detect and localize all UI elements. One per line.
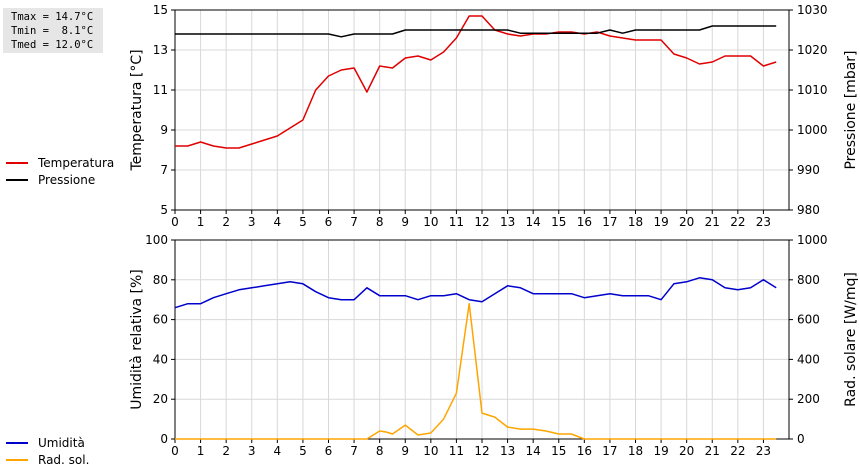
legend-item-umidita: Umidità [6,434,89,451]
bottom-xtick-label-2: 2 [222,444,230,458]
top-xtick-label-9: 9 [401,215,409,229]
top-y2tick-label-990: 990 [797,163,820,177]
legend-label-umidita: Umidità [38,435,85,450]
bottom-xtick-label-6: 6 [325,444,333,458]
top-y2tick-label-1000: 1000 [797,123,828,137]
top-xtick-label-4: 4 [274,215,282,229]
top-xtick-label-12: 12 [474,215,489,229]
series-line-temperatura [175,15,777,149]
top-xtick-label-15: 15 [551,215,566,229]
top-xtick-label-16: 16 [577,215,592,229]
top-xtick-label-0: 0 [171,215,179,229]
legend-item-pressione: Pressione [6,171,114,188]
legend-item-temperatura: Temperatura [6,154,114,171]
bottom-xtick-label-19: 19 [653,444,668,458]
bottom-plot-frame [174,239,790,440]
bottom-xtick-label-8: 8 [376,444,384,458]
bottom-xtick-label-9: 9 [401,444,409,458]
top-xtick-label-22: 22 [730,215,745,229]
bottom-xtick-label-17: 17 [602,444,617,458]
top-xtick-label-17: 17 [602,215,617,229]
top-y2tick-label-1010: 1010 [797,83,828,97]
top-y2label: Pressione [mbar] [843,50,859,169]
bottom-ytick-label-40: 40 [153,352,168,366]
bottom-y2tick-label-800: 800 [797,273,820,287]
top-plot-frame [174,9,790,211]
bottom-xtick-label-10: 10 [423,444,438,458]
top-xtick-label-23: 23 [756,215,771,229]
bottom-y2tick-label-600: 600 [797,313,820,327]
temperatura-swatch [6,161,28,164]
top-xtick-label-21: 21 [705,215,720,229]
series-line-umidita [174,277,777,309]
legend-label-temperatura: Temperatura [38,155,115,170]
bottom-xtick-label-13: 13 [500,444,515,458]
top-xtick-label-11: 11 [449,215,464,229]
top-y2tick-label-1030: 1030 [797,3,828,17]
top-xtick-label-13: 13 [500,215,515,229]
legend-label-pressione: Pressione [38,172,96,187]
bottom-xtick-label-4: 4 [274,444,282,458]
top-xtick-label-8: 8 [376,215,384,229]
legend-top: Temperatura Pressione [6,154,114,188]
top-xtick-label-3: 3 [248,215,256,229]
top-ytick-label-7: 7 [160,163,168,177]
top-ytick-label-15: 15 [153,3,168,17]
bottom-y2tick-label-1000: 1000 [797,233,828,247]
series-line-rad-sol [175,302,777,440]
bottom-xtick-label-18: 18 [628,444,643,458]
bottom-ylabel: Umidità relativa [%] [129,269,145,410]
bottom-ytick-label-0: 0 [160,432,168,446]
top-y2tick-label-1020: 1020 [797,43,828,57]
top-ytick-label-9: 9 [160,123,168,137]
top-ylabel: Temperatura [°C] [129,49,145,171]
bottom-xtick-label-22: 22 [730,444,745,458]
top-ytick-label-11: 11 [153,83,168,97]
tmed-text: Tmed = 12.0°C [11,39,94,51]
top-xtick-label-1: 1 [197,215,205,229]
top-y2tick-label-980: 980 [797,203,820,217]
bottom-xtick-label-0: 0 [171,444,179,458]
top-xtick-label-14: 14 [526,215,541,229]
top-ytick-label-5: 5 [160,203,168,217]
bottom-xtick-label-11: 11 [449,444,464,458]
bottom-xtick-label-15: 15 [551,444,566,458]
series-line-pressione [175,25,777,38]
bottom-y2label: Rad. solare [W/mq] [843,272,859,407]
bottom-xtick-label-3: 3 [248,444,256,458]
top-ytick-label-13: 13 [153,43,168,57]
top-xtick-label-18: 18 [628,215,643,229]
bottom-xtick-label-20: 20 [679,444,694,458]
bottom-xtick-label-23: 23 [756,444,771,458]
bottom-y2tick-label-200: 200 [797,392,820,406]
top-xtick-label-7: 7 [350,215,358,229]
bottom-xtick-label-12: 12 [474,444,489,458]
top-xtick-label-19: 19 [653,215,668,229]
top-xtick-label-10: 10 [423,215,438,229]
bottom-y2tick-label-400: 400 [797,352,820,366]
stats-box: Tmax = 14.7°C Tmin = 8.1°C Tmed = 12.0°C [3,8,103,53]
bottom-xtick-label-16: 16 [577,444,592,458]
top-xtick-label-6: 6 [325,215,333,229]
bottom-xtick-label-1: 1 [197,444,205,458]
bottom-ytick-label-60: 60 [153,313,168,327]
bottom-xtick-label-5: 5 [299,444,307,458]
bottom-xtick-label-21: 21 [705,444,720,458]
bottom-ytick-label-100: 100 [145,233,168,247]
bottom-ytick-label-80: 80 [153,273,168,287]
bottom-xtick-label-14: 14 [526,444,541,458]
top-xtick-label-20: 20 [679,215,694,229]
top-xtick-label-5: 5 [299,215,307,229]
umidita-swatch [6,441,28,444]
bottom-xtick-label-7: 7 [350,444,358,458]
bottom-ytick-label-20: 20 [153,392,168,406]
tmin-text: Tmin = 8.1°C [11,25,94,37]
bottom-y2tick-label-0: 0 [797,432,805,446]
tmax-text: Tmax = 14.7°C [11,11,94,23]
pressione-swatch [6,178,28,181]
top-xtick-label-2: 2 [222,215,230,229]
